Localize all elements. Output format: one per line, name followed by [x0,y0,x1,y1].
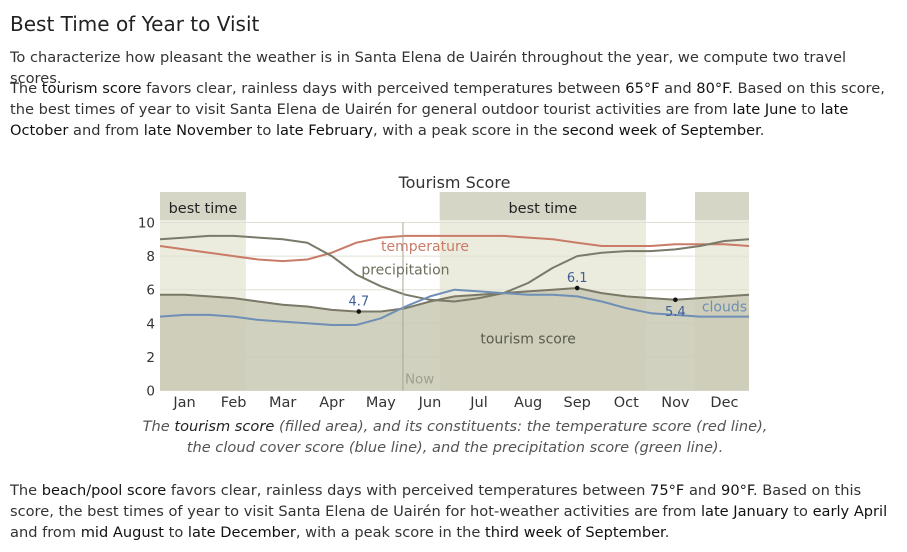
text-run: . Based on this score, the best times of… [10,80,885,118]
series-lines [159,234,750,326]
keyword-period-end-1: late October [10,101,849,139]
text-run: The [10,80,42,97]
best-time-label: best time [169,201,238,217]
keyword-tourism-score: tourism score [174,418,275,435]
text-run: The [10,482,42,499]
text-run: (filled area), and its constituents: the… [186,418,768,456]
keyword-period-end-2: late February [275,122,373,139]
chart-caption: The tourism score (filled area), and its… [140,416,770,458]
x-tick-label: Jun [418,395,442,411]
y-tick-label: 2 [146,350,155,366]
text-run: and [659,80,697,97]
text-run: and from [68,122,144,139]
x-tick-label: Nov [661,395,690,411]
temperature-label: temperature [381,239,469,255]
tourism-line [160,287,750,313]
annotation-value: 4.7 [348,295,369,310]
y-tick-label: 10 [138,216,155,232]
best-time-band-header [160,192,246,220]
x-tick-label: Aug [514,395,542,411]
keyword-period-start-1: late January [700,503,789,520]
text-run: . [759,122,765,139]
x-tick-label: Jul [469,395,488,411]
clouds-label: clouds [702,300,747,316]
annotation-value: 5.4 [665,305,686,320]
precipitation-line [159,234,750,303]
keyword-peak: third week of September [485,524,665,541]
tourism-label: tourism score [480,331,576,347]
annotation-dot [574,285,580,291]
now-label: Now [405,372,434,388]
text-run: , with a peak score in the [295,524,486,541]
best-time-label: best time [508,201,577,217]
annotation-dot [356,309,362,314]
tourism-area [160,288,749,391]
tourism-score-paragraph: The tourism score favors clear, rainless… [10,78,900,141]
beach-score-paragraph: The beach/pool score favors clear, rainl… [10,480,900,543]
text-run: to [796,101,821,118]
best-time-band-header [439,192,646,220]
x-tick-label: Jan [172,395,195,411]
text-run: . [664,524,670,541]
keyword-temp-low: 75°F [650,482,685,499]
text-run: , with a peak score in the [372,122,563,139]
text-run: and [684,482,722,499]
keyword-peak: second week of September [562,122,760,139]
now-marker: Now [402,222,434,391]
keyword-temp-high: 80°F [696,80,729,97]
text-run: and from [10,524,81,541]
tourism-score-area [160,288,749,391]
intro-paragraph: To characterize how pleasant the weather… [10,49,847,87]
y-tick-label: 6 [146,283,155,299]
keyword-period-start-2: mid August [80,524,164,541]
text-run: to [788,503,813,520]
y-tick-label: 0 [146,384,155,400]
x-tick-label: Apr [319,395,344,411]
keyword-period-start-2: late November [143,122,253,139]
keyword-beach-score: beach/pool score [41,482,167,499]
axes: 0 2 4 6 8 10 Jan Feb Mar Apr May Jun Jul Aug Sep Oct Nov… [138,216,739,412]
y-tick-label: 8 [146,249,155,265]
text-run: favors clear, rainless days with perceiv… [166,482,651,499]
text-run: The [142,418,175,435]
keyword-temp-high: 90°F [721,482,753,499]
x-tick-label: Sep [564,395,591,411]
keyword-period-start-1: late June [732,101,797,118]
best-time-band-header [695,192,749,220]
page-title: Best Time of Year to Visit [10,12,260,36]
precipitation-label: precipitation [361,263,449,279]
text-run: . Based on this score, the best times of… [10,482,862,520]
y-tick-label: 4 [146,316,155,332]
x-tick-label: Mar [269,395,296,411]
annotation-value: 6.1 [567,271,588,286]
keyword-temp-low: 65°F [625,80,660,97]
keyword-period-end-1: early April [812,503,888,520]
text-run: to [163,524,188,541]
tourism-score-chart: best time best time Now 4.7 6.1 5.4 tempera… [138,173,750,412]
x-tick-label: Oct [614,395,639,411]
text-run: to [252,122,276,139]
x-tick-label: Dec [710,395,738,411]
annotation-dot [673,297,678,303]
series-labels: temperature precipitation tourism score clo… [361,239,747,347]
clouds-line [159,288,749,326]
x-tick-label: Feb [221,395,247,411]
keyword-tourism-score: tourism score [41,80,142,97]
annotation-marks: 4.7 6.1 5.4 [348,271,685,320]
temperature-line [159,234,750,263]
text-run: favors clear, rainless days with perceiv… [141,80,626,97]
x-tick-label: May [366,395,396,411]
chart-title: Tourism Score [398,173,511,192]
keyword-period-end-2: late December [187,524,296,541]
